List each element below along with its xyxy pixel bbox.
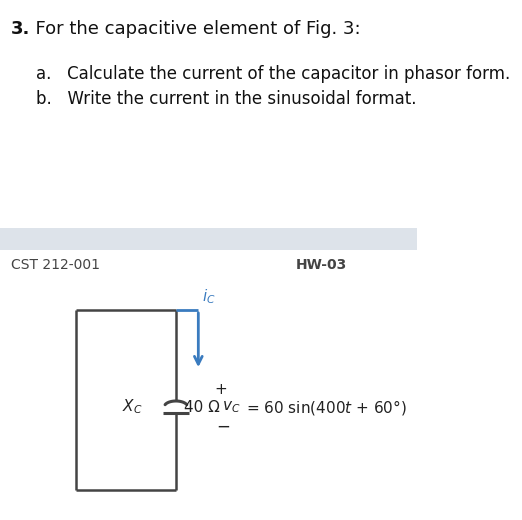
Text: = 60 sin(400$t$ + 60°): = 60 sin(400$t$ + 60°) <box>246 397 407 417</box>
Text: CST 212-001: CST 212-001 <box>11 258 100 272</box>
Text: b.   Write the current in the sinusoidal format.: b. Write the current in the sinusoidal f… <box>36 90 417 108</box>
Text: $v_C$: $v_C$ <box>222 399 241 415</box>
Text: For the capacitive element of Fig. 3:: For the capacitive element of Fig. 3: <box>24 20 361 38</box>
Text: a.   Calculate the current of the capacitor in phasor form.: a. Calculate the current of the capacito… <box>36 65 510 83</box>
Text: HW-03: HW-03 <box>296 258 347 272</box>
Bar <box>0 228 418 250</box>
Text: $i_C$: $i_C$ <box>201 288 215 306</box>
Text: +: + <box>215 382 227 397</box>
Text: 40 Ω: 40 Ω <box>184 399 220 414</box>
Text: −: − <box>216 418 230 436</box>
Text: $X_C$: $X_C$ <box>122 398 142 417</box>
Text: 3.: 3. <box>11 20 31 38</box>
